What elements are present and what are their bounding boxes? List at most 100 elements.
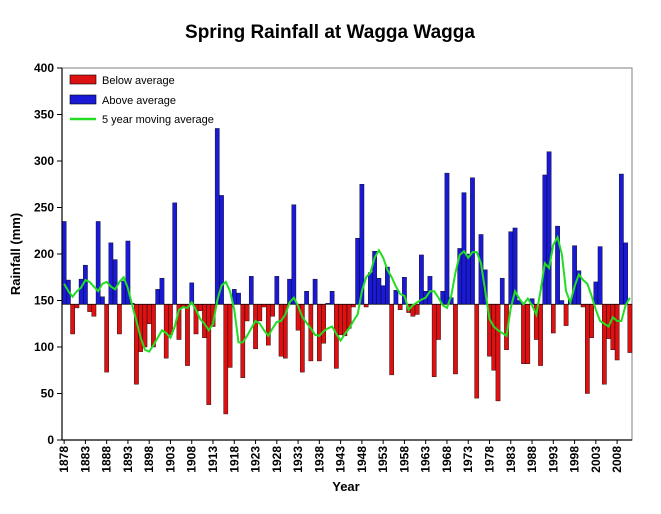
bar-1880 bbox=[70, 304, 75, 335]
legend-label-below: Below average bbox=[102, 75, 175, 87]
x-tick-label-1948: 1948 bbox=[355, 446, 369, 473]
bar-1943 bbox=[338, 304, 343, 336]
bar-1996 bbox=[563, 304, 569, 326]
bar-1883 bbox=[83, 264, 88, 305]
y-tick-label-350: 350 bbox=[34, 108, 54, 122]
bar-1882 bbox=[78, 278, 84, 305]
bar-1922 bbox=[248, 276, 254, 305]
bar-1938 bbox=[317, 304, 322, 362]
bar-1935 bbox=[304, 291, 309, 305]
bar-1926 bbox=[265, 304, 271, 346]
bar-1898 bbox=[146, 304, 152, 324]
bar-1966 bbox=[436, 304, 441, 340]
x-tick-label-1913: 1913 bbox=[206, 446, 220, 473]
y-tick-label-300: 300 bbox=[34, 154, 54, 168]
bar-1907 bbox=[185, 304, 190, 366]
bar-1973 bbox=[465, 253, 471, 305]
bar-1937 bbox=[312, 278, 318, 305]
bar-1946 bbox=[351, 304, 356, 308]
bar-1891 bbox=[117, 304, 122, 335]
bar-1939 bbox=[321, 304, 326, 344]
y-tick-group: 0 50 100 150 200 250 300 350 400 bbox=[34, 61, 62, 447]
bar-1924 bbox=[257, 304, 263, 322]
bar-1889 bbox=[108, 242, 114, 305]
bar-1885 bbox=[91, 304, 97, 317]
bar-1952 bbox=[376, 277, 382, 305]
bar-2007 bbox=[610, 304, 616, 350]
x-tick-label-1888: 1888 bbox=[100, 446, 114, 473]
x-tick-label-1898: 1898 bbox=[142, 446, 156, 473]
bar-1980 bbox=[495, 304, 501, 402]
bar-1955 bbox=[389, 304, 394, 376]
y-tick-label-150: 150 bbox=[34, 294, 54, 308]
bar-1983 bbox=[508, 231, 514, 305]
bar-1919 bbox=[236, 292, 241, 305]
bar-2008 bbox=[614, 304, 620, 361]
bar-1941 bbox=[329, 291, 335, 305]
bar-1910 bbox=[197, 304, 203, 311]
bar-1936 bbox=[308, 304, 314, 362]
x-tick-group: 1878 1883 1888 1893 1898 1903 1908 1913 1918 1923… bbox=[57, 440, 624, 473]
legend-swatch-below bbox=[69, 74, 97, 85]
bar-1912 bbox=[206, 304, 212, 405]
x-tick-label-1953: 1953 bbox=[376, 446, 390, 473]
x-tick-label-1938: 1938 bbox=[312, 446, 326, 473]
bar-1992 bbox=[546, 151, 552, 305]
chart-title: Spring Rainfall at Wagga Wagga bbox=[185, 22, 475, 43]
bar-1993 bbox=[550, 304, 556, 334]
bar-1884 bbox=[87, 304, 92, 312]
bar-1974 bbox=[470, 177, 475, 305]
x-tick-label-2008: 2008 bbox=[610, 446, 624, 473]
x-tick-label-1988: 1988 bbox=[525, 446, 539, 473]
bar-2003 bbox=[593, 281, 599, 305]
x-tick-label-1923: 1923 bbox=[249, 446, 263, 473]
bar-1949 bbox=[363, 304, 369, 308]
bar-1947 bbox=[355, 237, 360, 305]
bar-1878 bbox=[61, 221, 67, 305]
y-tick-label-0: 0 bbox=[47, 433, 54, 447]
legend-label-moving-average: 5 year moving average bbox=[102, 114, 214, 126]
bar-1972 bbox=[461, 192, 467, 305]
bar-1981 bbox=[499, 277, 505, 305]
moving-average-line bbox=[63, 234, 631, 353]
bar-1991 bbox=[542, 174, 548, 305]
x-tick-label-1903: 1903 bbox=[163, 446, 177, 473]
x-tick-label-1963: 1963 bbox=[419, 446, 433, 473]
y-tick-label-100: 100 bbox=[34, 340, 54, 354]
bar-2000 bbox=[580, 304, 586, 308]
bar-1903 bbox=[168, 304, 173, 336]
bar-1890 bbox=[112, 259, 118, 305]
y-tick-label-250: 250 bbox=[34, 201, 54, 215]
bar-1990 bbox=[538, 304, 543, 366]
bar-2011 bbox=[627, 304, 633, 353]
x-tick-label-1928: 1928 bbox=[270, 446, 284, 473]
plot-frame bbox=[61, 67, 633, 441]
legend-swatch-above bbox=[69, 94, 97, 105]
bar-1921 bbox=[244, 304, 250, 322]
bar-1970 bbox=[453, 304, 458, 375]
bar-2001 bbox=[585, 304, 590, 394]
bar-1975 bbox=[474, 304, 480, 399]
bar-1995 bbox=[559, 300, 565, 305]
x-tick-label-1943: 1943 bbox=[334, 446, 348, 473]
x-tick-label-1958: 1958 bbox=[397, 446, 411, 473]
bar-1925 bbox=[261, 304, 267, 308]
bar-1965 bbox=[431, 304, 437, 377]
x-tick-label-1983: 1983 bbox=[504, 446, 518, 473]
bar-1987 bbox=[525, 304, 531, 364]
bar-1892 bbox=[121, 280, 127, 305]
bar-1979 bbox=[491, 304, 497, 371]
y-tick-label-200: 200 bbox=[34, 247, 54, 261]
bar-1932 bbox=[291, 204, 297, 305]
bar-1887 bbox=[100, 296, 105, 305]
bar-2009 bbox=[619, 173, 624, 305]
bar-1986 bbox=[521, 304, 526, 364]
bar-1957 bbox=[397, 304, 403, 311]
bar-1950 bbox=[368, 272, 373, 305]
bar-1928 bbox=[274, 276, 280, 305]
bar-1923 bbox=[253, 304, 258, 350]
x-tick-label-1908: 1908 bbox=[185, 446, 199, 473]
bar-1901 bbox=[159, 277, 165, 305]
y-axis-label: Rainfall (mm) bbox=[8, 213, 23, 295]
